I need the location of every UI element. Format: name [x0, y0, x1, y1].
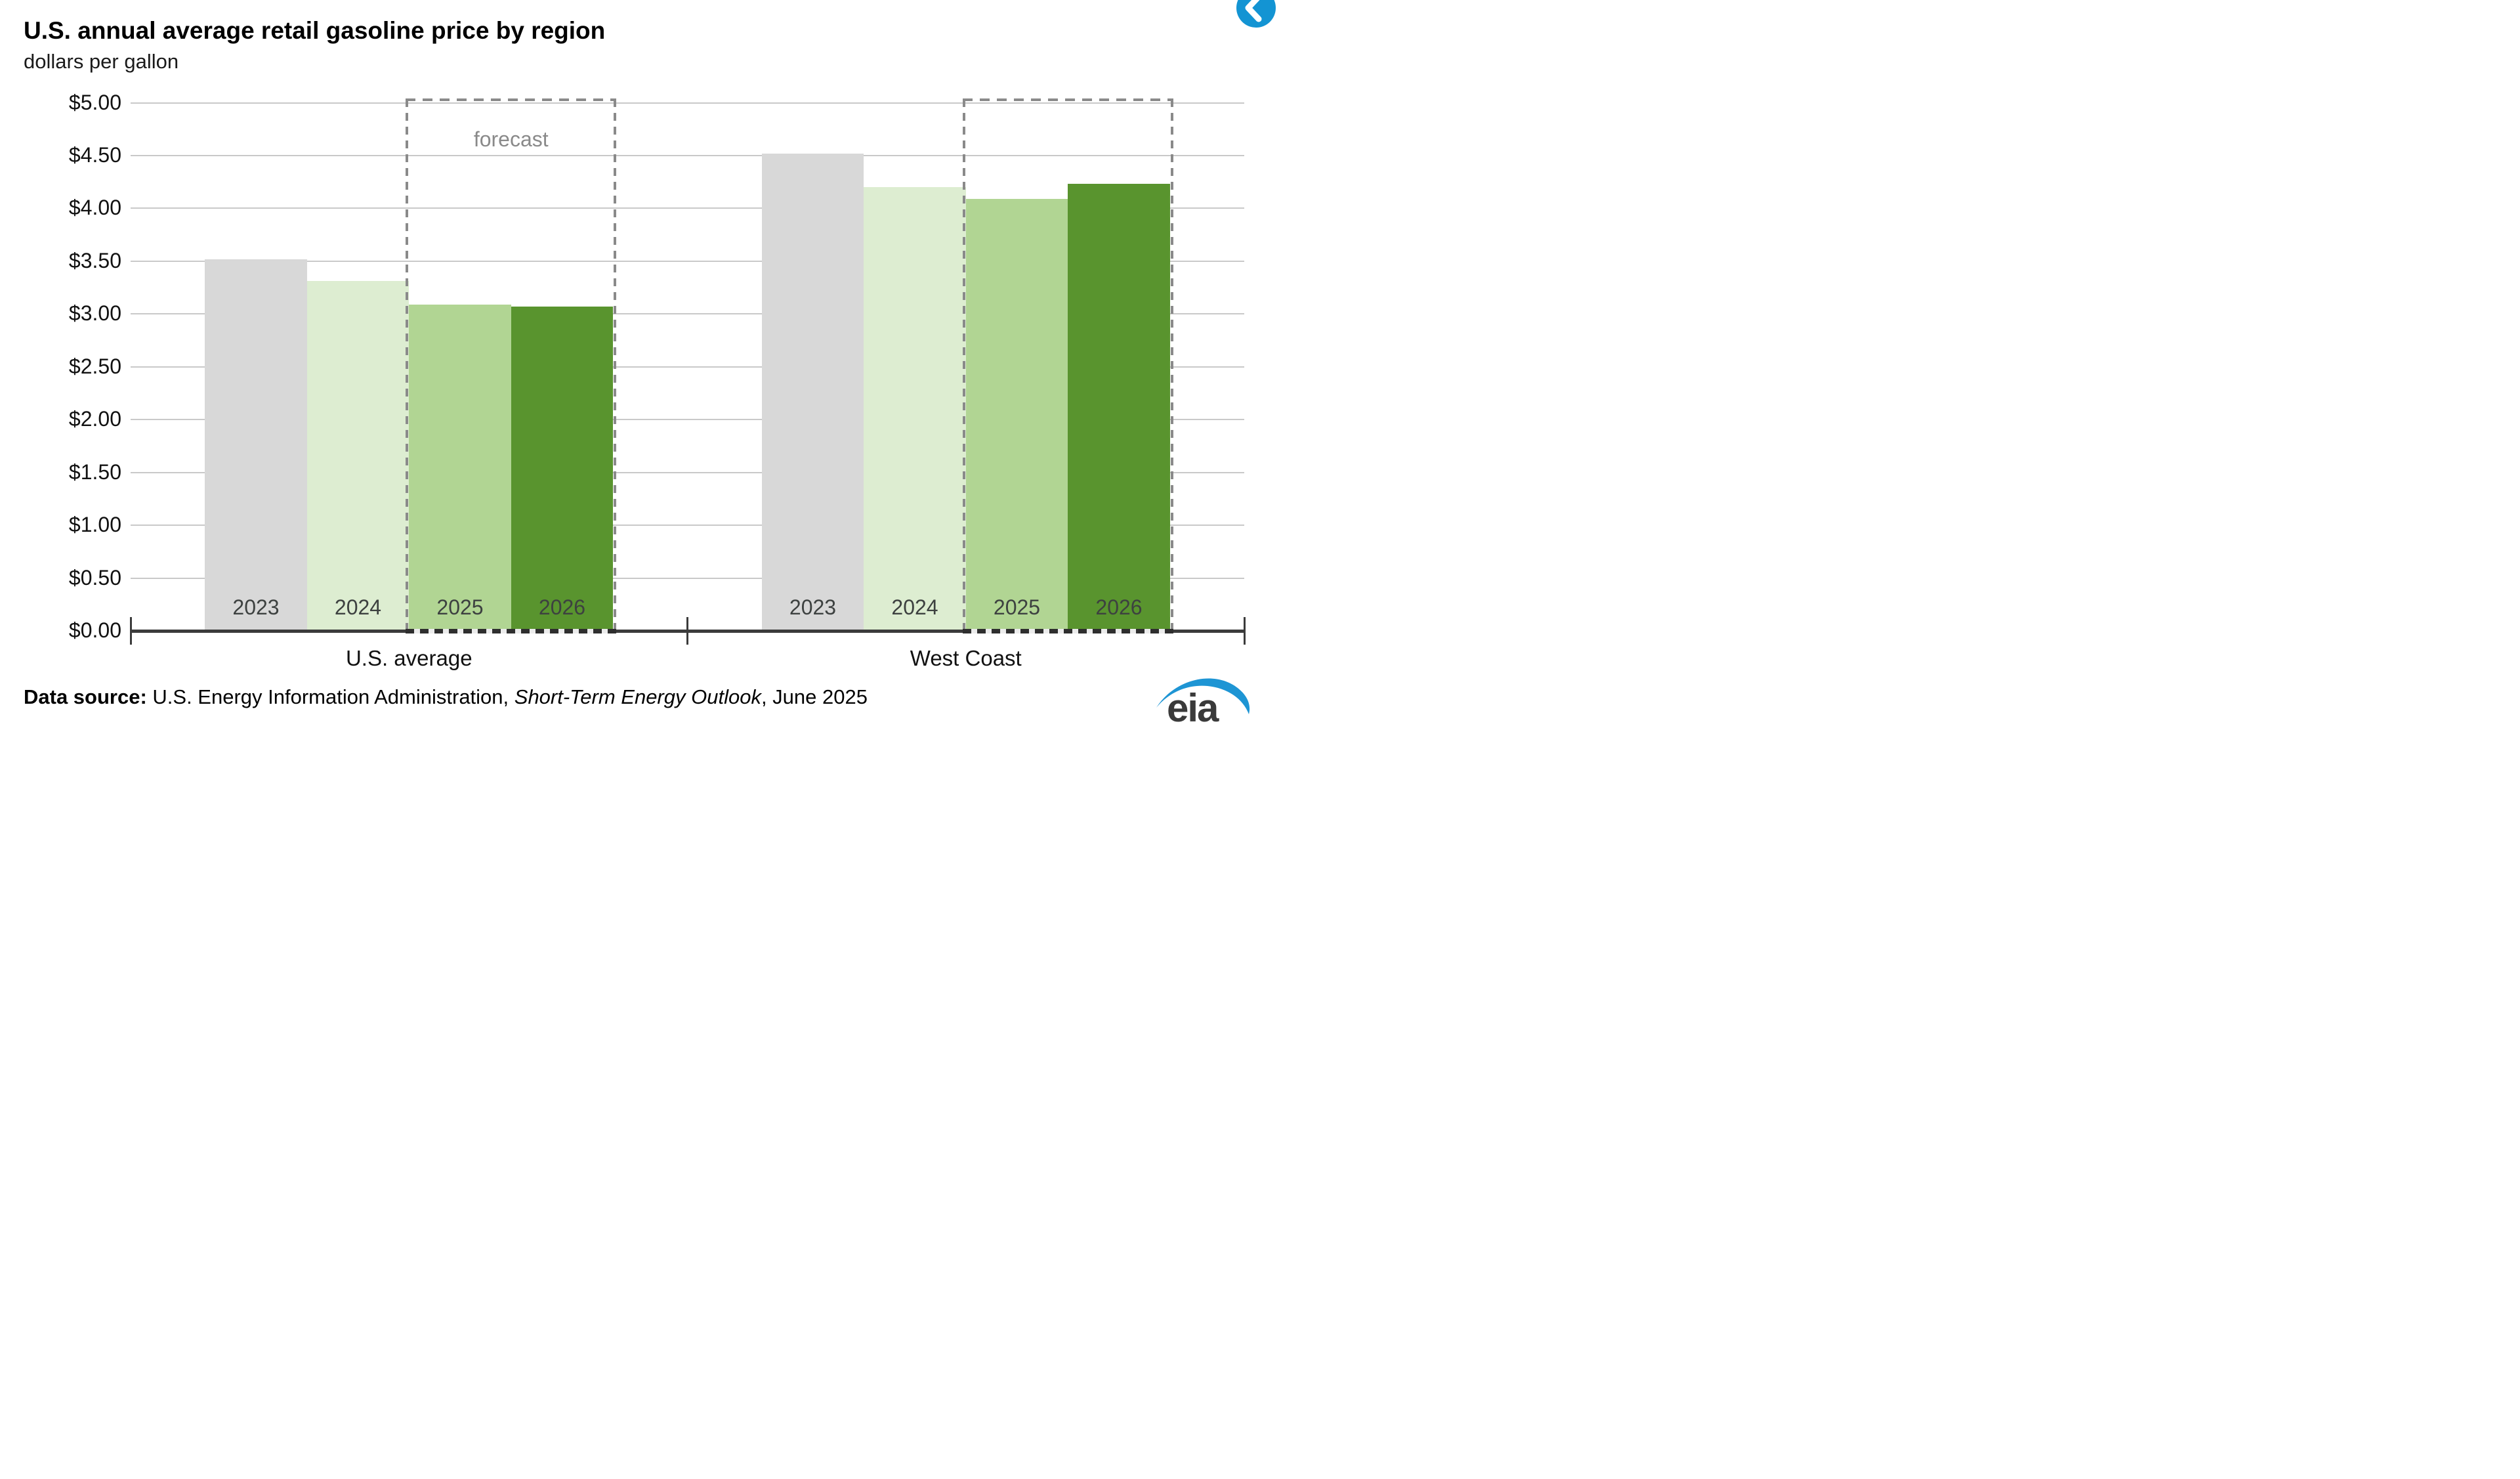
forecast-box-right-border [614, 98, 617, 631]
data-source-note: Data source: U.S. Energy Information Adm… [24, 685, 868, 709]
gridline [131, 313, 1244, 315]
forecast-box-right-border [1170, 98, 1173, 631]
bar-2025 [965, 198, 1068, 630]
y-axis-tick-label: $3.00 [68, 301, 121, 326]
bar-year-label: 2024 [334, 595, 382, 619]
x-axis-group-label: West Coast [910, 646, 1022, 670]
x-axis-tick [1243, 617, 1246, 645]
forecast-box-top-border [962, 98, 1173, 101]
bar-2025 [409, 304, 511, 630]
gridline [131, 366, 1244, 368]
data-source-text: U.S. Energy Information Administration, [146, 685, 514, 708]
y-axis-tick-label: $2.00 [68, 406, 121, 431]
y-axis-tick-label: $3.50 [68, 248, 121, 272]
data-source-date: , June 2025 [761, 685, 868, 708]
y-axis-tick-label: $1.00 [68, 512, 121, 536]
forecast-box-top-border [406, 98, 617, 101]
y-axis-tick-label: $5.00 [68, 90, 121, 114]
bar-2026 [1068, 184, 1170, 630]
x-axis-group-label: U.S. average [345, 646, 472, 670]
eia-logo: eia [1147, 668, 1259, 734]
bar-2026 [511, 307, 614, 630]
bar-year-label: 2026 [538, 595, 586, 619]
data-source-label: Data source: [24, 685, 147, 708]
data-source-publication: Short-Term Energy Outlook [514, 685, 761, 708]
gasoline-price-chart: U.S. annual average retail gasoline pric… [0, 0, 1276, 740]
gridline [131, 260, 1244, 262]
eia-logo-text: eia [1167, 686, 1219, 730]
bar-year-label: 2025 [436, 595, 484, 619]
chevron-left-icon [1245, 0, 1262, 22]
gridline [131, 525, 1244, 526]
forecast-box-bottom-border [406, 628, 617, 633]
chart-units-subtitle: dollars per gallon [24, 50, 179, 73]
bar-2023 [205, 259, 307, 630]
gridline [131, 419, 1244, 421]
gridline [131, 577, 1244, 579]
eia-swoosh-icon [1156, 678, 1250, 714]
x-axis-tick [129, 617, 132, 645]
bar-2024 [306, 281, 410, 630]
y-axis-tick-label: $4.50 [68, 142, 121, 167]
gridline [131, 154, 1244, 156]
bar-year-label: 2024 [891, 595, 938, 619]
gridline [131, 471, 1244, 473]
bar-year-label: 2026 [1095, 595, 1143, 619]
y-axis-tick-label: $4.00 [68, 196, 121, 220]
y-axis-tick-label: $0.00 [68, 618, 121, 642]
bar-2024 [864, 187, 966, 630]
y-axis-tick-label: $0.50 [68, 565, 121, 589]
bar-2023 [761, 153, 864, 630]
bar-year-label: 2023 [789, 595, 837, 619]
previous-slide-button[interactable] [1236, 0, 1276, 28]
bar-year-label: 2025 [993, 595, 1041, 619]
forecast-label: forecast [473, 127, 549, 151]
forecast-box-bottom-border [962, 628, 1173, 633]
y-axis-tick-label: $1.50 [68, 460, 121, 484]
x-axis-tick [686, 617, 688, 645]
y-axis-tick-label: $2.50 [68, 354, 121, 378]
gridline [131, 102, 1244, 104]
forecast-box-left-border [406, 98, 409, 631]
bar-year-label: 2023 [232, 595, 280, 619]
chart-title: U.S. annual average retail gasoline pric… [24, 17, 606, 44]
forecast-box-left-border [962, 98, 965, 631]
gridline [131, 207, 1244, 209]
